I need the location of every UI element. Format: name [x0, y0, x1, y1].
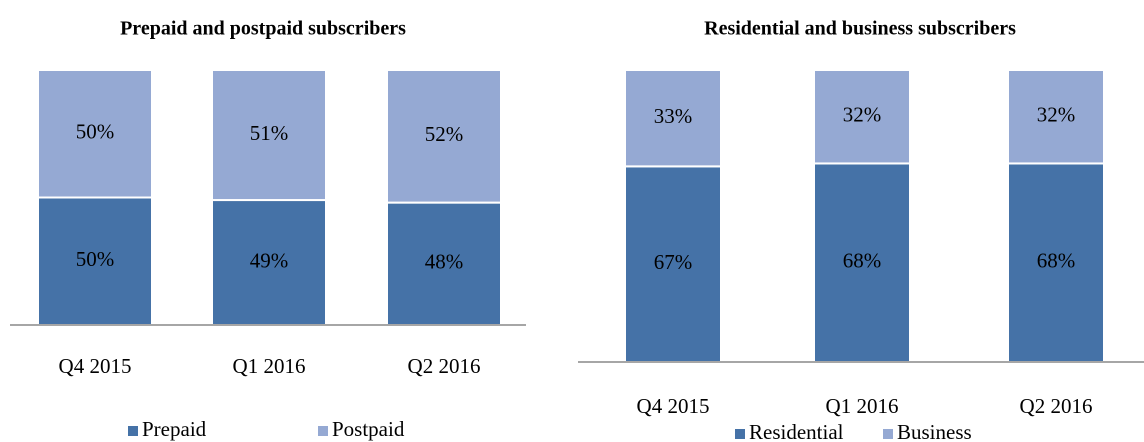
- x-tick-label: Q2 2016: [408, 354, 481, 378]
- bar-segment: [386, 69, 502, 204]
- x-tick-label: Q4 2015: [637, 394, 710, 418]
- bar-segment: [211, 69, 327, 202]
- data-label: 50%: [76, 120, 115, 144]
- x-tick-label: Q1 2016: [826, 394, 899, 418]
- data-label: 51%: [250, 121, 289, 145]
- data-label: 32%: [843, 103, 882, 127]
- legend-label: Business: [897, 420, 972, 442]
- chart-title: Residential and business subscribers: [704, 18, 1016, 40]
- data-label: 33%: [654, 104, 693, 128]
- legend-label: Prepaid: [142, 417, 207, 441]
- bar-segment: [813, 69, 911, 165]
- bar-segment: [1007, 69, 1105, 165]
- legend-label: Postpaid: [332, 417, 405, 441]
- legend-swatch: [735, 429, 745, 439]
- bar-segment: [37, 196, 153, 326]
- data-label: 52%: [425, 122, 464, 146]
- data-label: 67%: [654, 250, 693, 274]
- chart-title: Prepaid and postpaid subscribers: [120, 18, 406, 40]
- data-label: 50%: [76, 247, 115, 271]
- data-label: 32%: [1037, 103, 1076, 127]
- x-tick-label: Q2 2016: [1020, 394, 1093, 418]
- data-label: 68%: [843, 249, 882, 273]
- legend-swatch: [883, 429, 893, 439]
- bar-segment: [813, 162, 911, 363]
- bar-segment: [1007, 162, 1105, 363]
- legend-swatch: [128, 426, 138, 436]
- bar-segment: [624, 69, 722, 168]
- legend-label: Residential: [749, 420, 844, 442]
- x-tick-label: Q4 2015: [59, 354, 132, 378]
- data-label: 49%: [250, 248, 289, 272]
- data-label: 48%: [425, 250, 464, 274]
- bar-segment: [37, 69, 153, 199]
- data-label: 68%: [1037, 249, 1076, 273]
- bar-segment: [624, 165, 722, 363]
- legend-swatch: [318, 426, 328, 436]
- x-tick-label: Q1 2016: [233, 354, 306, 378]
